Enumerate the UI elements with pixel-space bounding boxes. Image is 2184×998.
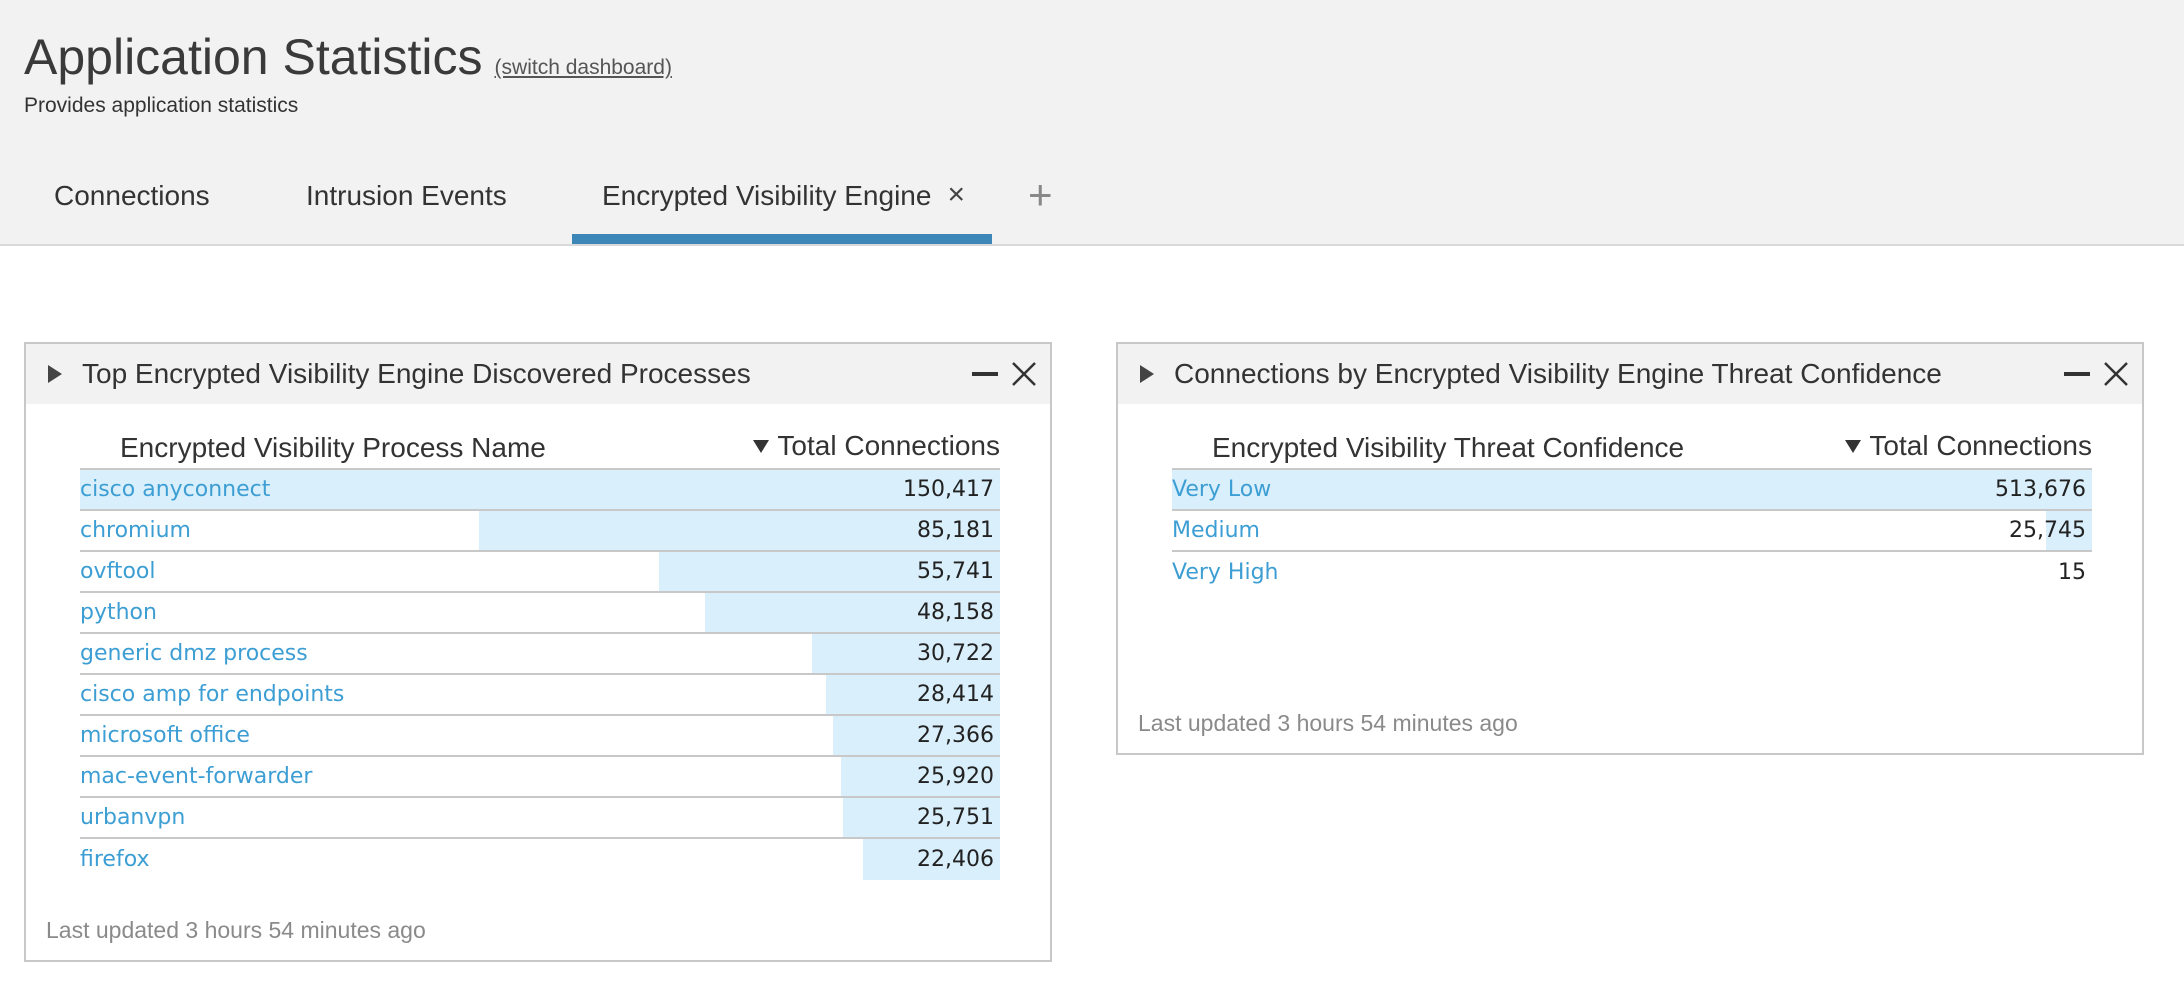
table-body: Very Low 513,676 Medium 25,745 Very High 15: [1172, 470, 2092, 593]
table-row: Medium 25,745: [1172, 511, 2092, 552]
column-header-name: Encrypted Visibility Process Name: [120, 432, 546, 463]
table-row: ovftool 55,741: [80, 552, 1000, 593]
row-value: 30,722: [917, 641, 994, 666]
tab-label: Connections: [54, 180, 210, 211]
row-value: 48,158: [917, 600, 994, 625]
column-header-total[interactable]: Total Connections: [753, 430, 1000, 468]
triangle-down-icon: [1845, 439, 1862, 453]
value-bar: [812, 634, 1000, 673]
add-tab-icon[interactable]: +: [1028, 171, 1053, 218]
value-bar: [832, 716, 1000, 755]
table-row: python 48,158: [80, 593, 1000, 634]
triangle-down-icon: [753, 439, 770, 453]
dashboard-header: Application Statistics (switch dashboard…: [0, 0, 2184, 246]
row-value: 25,745: [2009, 518, 2086, 543]
widget-header: Top Encrypted Visibility Engine Discover…: [26, 344, 1050, 404]
column-header-total-label: Total Connections: [777, 430, 1000, 461]
table-row: chromium 85,181: [80, 511, 1000, 552]
minus-icon[interactable]: [2064, 372, 2090, 376]
row-value: 25,920: [917, 764, 994, 789]
table-row: cisco anyconnect 150,417: [80, 470, 1000, 511]
table-row: cisco amp for endpoints 28,414: [80, 675, 1000, 716]
page-subtitle: Provides application statistics: [24, 94, 299, 117]
value-bar: [842, 798, 1000, 837]
table-row: Very Low 513,676: [1172, 470, 2092, 511]
threat-table: Encrypted Visibility Threat Confidence T…: [1172, 426, 2092, 593]
tab-encrypted-visibility-engine[interactable]: Encrypted Visibility Engine ×: [572, 160, 992, 244]
minus-icon[interactable]: [972, 372, 998, 376]
triangle-right-icon[interactable]: [1140, 365, 1154, 383]
widget-threat-confidence: Connections by Encrypted Visibility Engi…: [1116, 342, 2144, 755]
row-name-link[interactable]: microsoft office: [80, 723, 250, 748]
widget-title: Connections by Encrypted Visibility Engi…: [1174, 358, 1942, 389]
tab-connections[interactable]: Connections: [0, 160, 270, 244]
switch-dashboard-link[interactable]: (switch dashboard): [494, 56, 672, 79]
value-bar: [705, 593, 1000, 632]
value-bar: [841, 757, 1000, 796]
value-bar: [826, 675, 1000, 714]
value-bar: [2045, 511, 2092, 550]
last-updated: Last updated 3 hours 54 minutes ago: [46, 917, 426, 943]
row-value: 28,414: [917, 682, 994, 707]
row-name-link[interactable]: cisco amp for endpoints: [80, 682, 345, 707]
value-bar: [1172, 470, 2092, 509]
row-value: 15: [2058, 560, 2086, 585]
tab-label: Encrypted Visibility Engine: [602, 180, 932, 211]
column-header-total[interactable]: Total Connections: [1845, 430, 2092, 468]
widget-header: Connections by Encrypted Visibility Engi…: [1118, 344, 2142, 404]
row-name-link[interactable]: Very High: [1172, 560, 1279, 585]
table-row: Very High 15: [1172, 552, 2092, 593]
row-value: 27,366: [917, 723, 994, 748]
table-row: generic dmz process 30,722: [80, 634, 1000, 675]
row-name-link[interactable]: ovftool: [80, 559, 156, 584]
row-value: 25,751: [917, 805, 994, 830]
row-value: 513,676: [1995, 477, 2086, 502]
table-row: firefox 22,406: [80, 839, 1000, 880]
dashboard-tabs: Connections Intrusion Events Encrypted V…: [0, 160, 1053, 244]
row-name-link[interactable]: cisco anyconnect: [80, 477, 271, 502]
value-bar: [862, 839, 1000, 880]
close-icon[interactable]: [2100, 358, 2132, 390]
column-header-total-label: Total Connections: [1869, 430, 2092, 461]
widget-top-processes: Top Encrypted Visibility Engine Discover…: [24, 342, 1052, 962]
tab-close-icon[interactable]: ×: [947, 178, 965, 211]
table-body: cisco anyconnect 150,417 chromium 85,181 ovf…: [80, 470, 1000, 880]
title-row: Application Statistics (switch dashboard…: [24, 28, 672, 86]
close-icon[interactable]: [1008, 358, 1040, 390]
row-value: 55,741: [917, 559, 994, 584]
row-name-link[interactable]: python: [80, 600, 157, 625]
last-updated: Last updated 3 hours 54 minutes ago: [1138, 710, 1518, 736]
value-bar: [659, 552, 1000, 591]
row-name-link[interactable]: generic dmz process: [80, 641, 308, 666]
table-row: urbanvpn 25,751: [80, 798, 1000, 839]
row-name-link[interactable]: Medium: [1172, 518, 1260, 543]
tab-label: Intrusion Events: [306, 180, 507, 211]
value-bar: [80, 470, 1000, 509]
row-name-link[interactable]: urbanvpn: [80, 805, 186, 830]
row-value: 150,417: [903, 477, 994, 502]
value-bar: [479, 511, 1000, 550]
row-name-link[interactable]: firefox: [80, 847, 150, 872]
table-row: mac-event-forwarder 25,920: [80, 757, 1000, 798]
column-header-name: Encrypted Visibility Threat Confidence: [1212, 432, 1685, 463]
triangle-right-icon[interactable]: [48, 365, 62, 383]
row-name-link[interactable]: Very Low: [1172, 477, 1272, 502]
tab-intrusion-events[interactable]: Intrusion Events: [270, 160, 572, 244]
table-header: Encrypted Visibility Process Name Total …: [80, 426, 1000, 470]
row-value: 85,181: [917, 518, 994, 543]
row-name-link[interactable]: mac-event-forwarder: [80, 764, 313, 789]
table-header: Encrypted Visibility Threat Confidence T…: [1172, 426, 2092, 470]
widget-title: Top Encrypted Visibility Engine Discover…: [82, 358, 751, 389]
row-value: 22,406: [917, 847, 994, 872]
page-title: Application Statistics: [24, 29, 483, 85]
table-row: microsoft office 27,366: [80, 716, 1000, 757]
process-table: Encrypted Visibility Process Name Total …: [80, 426, 1000, 880]
row-name-link[interactable]: chromium: [80, 518, 191, 543]
